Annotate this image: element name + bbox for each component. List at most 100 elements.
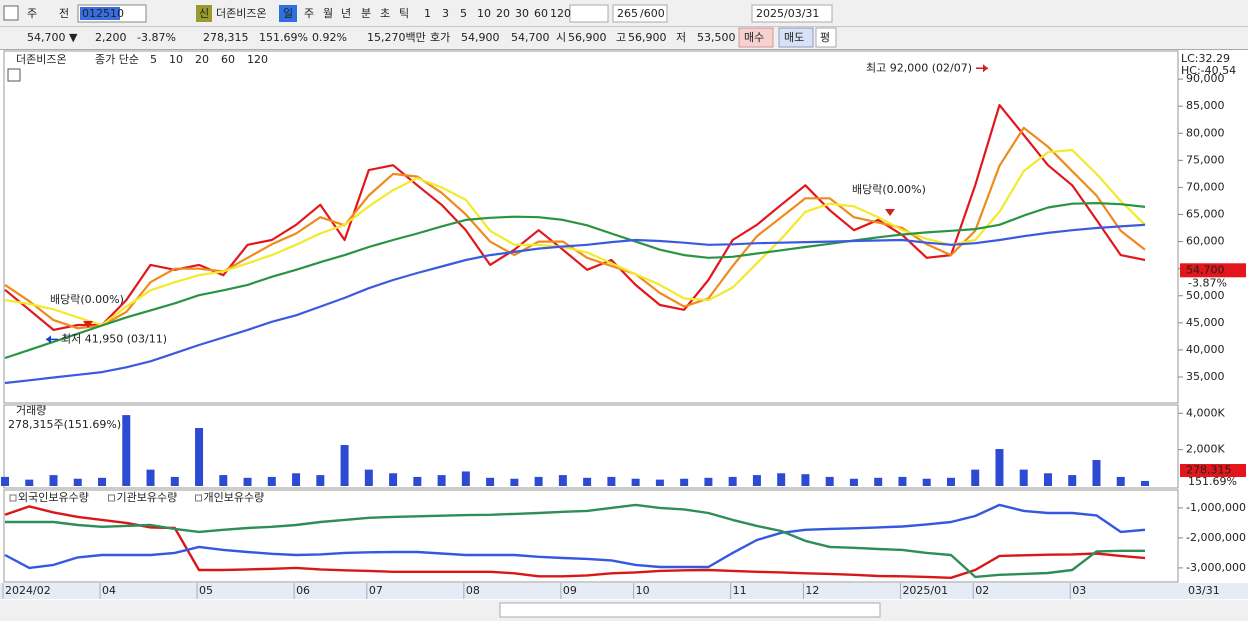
toolbar-item: 2025/03/31: [756, 7, 819, 20]
last-volume-pct: 151.69%: [1188, 475, 1237, 488]
volume-bar: [752, 475, 761, 486]
volume-bar: [1, 476, 9, 486]
toolbar-item: 5: [460, 7, 467, 20]
legend-entry: 개인보유수량: [204, 491, 265, 504]
period-dropdown[interactable]: [569, 4, 609, 23]
quote-item: 평: [820, 31, 830, 44]
volume-bar: [1068, 475, 1077, 486]
table-icon[interactable]: [7, 68, 21, 82]
toolbar-item: 일: [283, 6, 293, 20]
toolbar-item: 1: [424, 7, 431, 20]
menu-icon[interactable]: [3, 5, 19, 21]
hc-label: HC:-40.54: [1181, 64, 1236, 77]
quote-item: 278,315: [203, 31, 249, 44]
legend-entry: 10: [169, 53, 183, 66]
quote-item: 151.69%: [259, 31, 308, 44]
toolbar-item: 주: [304, 7, 314, 20]
toolbar-item: 3: [442, 7, 449, 20]
count-input[interactable]: [612, 4, 668, 23]
volume-bar: [583, 477, 592, 486]
quote-item: 호가: [430, 31, 450, 44]
dividend-marker: [83, 321, 93, 328]
new-button[interactable]: [196, 5, 212, 22]
toolbar-item: 틱: [399, 7, 409, 20]
volume-bar: [437, 475, 446, 486]
legend-entry: 60: [221, 53, 235, 66]
volume-bar: [1116, 476, 1125, 486]
toolbar-item: 120: [550, 7, 571, 20]
volume-bar: [801, 474, 810, 486]
y-tick-label: 2,000K: [1186, 443, 1225, 456]
x-tick-label: 08: [466, 584, 480, 597]
volume-bar: [995, 449, 1004, 486]
volume-bar: [292, 473, 301, 486]
quote-item: 매도: [784, 31, 804, 44]
legend-label: 종가 단순: [95, 53, 139, 66]
last-change-label: -3.87%: [1188, 276, 1227, 289]
panel-subtitle: 278,315주(151.69%): [8, 418, 121, 431]
x-tick-label: 2025/01: [902, 584, 948, 597]
toolbar-item: 012510: [82, 7, 124, 20]
last-volume-label: 278,315: [1186, 464, 1232, 477]
toolbar-item: /600: [640, 7, 665, 20]
quote-item: 매수: [744, 31, 764, 44]
quote-item: 15,270백만: [367, 31, 426, 44]
volume-bar: [243, 477, 252, 486]
sell-button[interactable]: [778, 27, 814, 48]
toolbar-item: 10: [477, 7, 491, 20]
toolbar-item: 주: [27, 7, 37, 20]
panel-title: 거래량: [16, 404, 46, 417]
volume-bar: [1043, 473, 1052, 486]
last-price-label: 54,700: [1186, 263, 1225, 276]
buy-button[interactable]: [738, 27, 774, 48]
avg-button[interactable]: [815, 27, 837, 48]
series-line: [4, 503, 1146, 570]
y-tick-label: 90,000: [1186, 72, 1225, 85]
volume-bar: [898, 476, 907, 486]
y-tick-label: 4,000K: [1186, 406, 1225, 419]
code-selection: [80, 7, 120, 20]
y-tick-label: -2,000,000: [1186, 531, 1246, 544]
volume-bar: [195, 428, 204, 486]
date-input[interactable]: [751, 4, 833, 23]
day-button[interactable]: [279, 5, 297, 22]
volume-bar: [631, 478, 640, 486]
quote-item: 0.92%: [312, 31, 347, 44]
quote-item: 53,500: [697, 31, 736, 44]
volume-bar: [486, 477, 495, 486]
quote-item: 56,900: [568, 31, 607, 44]
volume-bar: [704, 477, 713, 486]
legend-entry: 5: [150, 53, 157, 66]
y-tick-label: -1,000,000: [1186, 501, 1246, 514]
quote-item: 2,200: [95, 31, 127, 44]
last-volume-box: [1180, 464, 1246, 477]
high-arrow: [983, 64, 988, 73]
x-end-label: 03/31: [1188, 584, 1220, 597]
y-tick-label: 50,000: [1186, 289, 1225, 302]
quote-item: 시: [556, 31, 566, 44]
toolbar-item: 더존비즈온: [216, 7, 267, 20]
toolbar-item: 60: [534, 7, 548, 20]
series-line: [4, 223, 1146, 385]
volume-bar: [777, 473, 786, 486]
volume-bar: [73, 478, 82, 486]
volume-bar: [971, 469, 980, 486]
y-tick-label: 70,000: [1186, 180, 1225, 193]
volume-bar: [146, 469, 155, 486]
volume-bar: [49, 475, 58, 486]
y-tick-label: -3,000,000: [1186, 561, 1246, 574]
scrollbar-thumb[interactable]: [499, 602, 881, 618]
y-tick-label: 65,000: [1186, 208, 1225, 221]
dividend-marker: [885, 209, 895, 216]
volume-bar: [219, 475, 228, 486]
volume-bar: [728, 476, 737, 486]
toolbar-item: 신: [199, 7, 209, 20]
dividend-label: 배당락(0.00%): [50, 293, 124, 306]
legend-entry: 120: [247, 53, 268, 66]
x-tick-label: 12: [805, 584, 819, 597]
volume-bar: [1092, 460, 1101, 486]
low-arrow: [46, 335, 51, 344]
quote-item: 저: [676, 31, 686, 44]
y-tick-label: 75,000: [1186, 153, 1225, 166]
toolbar-item: 분: [361, 7, 371, 20]
